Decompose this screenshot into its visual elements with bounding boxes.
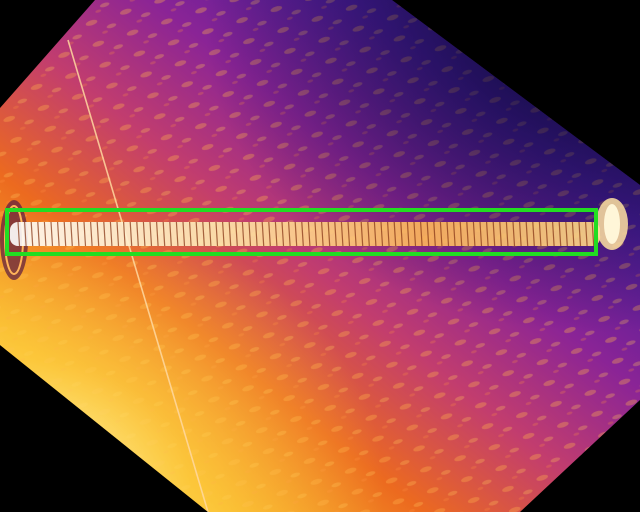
- insulator-disc: [360, 221, 364, 247]
- insulator-disc: [466, 221, 469, 247]
- insulator-disc: [519, 221, 522, 247]
- insulator-disc: [525, 221, 529, 247]
- insulator-disc: [301, 221, 304, 247]
- insulator-disc: [109, 221, 113, 247]
- insulator-disc: [235, 221, 238, 247]
- insulator-disc: [334, 221, 337, 247]
- insulator-disc: [162, 221, 166, 247]
- insulator-disc: [37, 221, 40, 247]
- insulator-disc: [281, 221, 285, 247]
- insulator-disc: [228, 221, 232, 247]
- insulator-disc: [380, 221, 384, 247]
- insulator-disc: [50, 221, 54, 247]
- insulator-disc: [354, 221, 357, 247]
- insulator-disc: [83, 221, 87, 247]
- insulator-disc: [439, 221, 443, 247]
- insulator-disc: [288, 221, 291, 247]
- insulator-disc: [347, 221, 351, 247]
- insulator-disc: [558, 221, 562, 247]
- insulator-disc: [202, 221, 205, 247]
- insulator-disc: [248, 221, 252, 247]
- insulator-disc: [499, 221, 502, 247]
- insulator-disc: [17, 221, 21, 247]
- insulator-disc: [327, 221, 331, 247]
- insulator-disc: [142, 221, 146, 247]
- insulator-disc: [274, 221, 278, 247]
- insulator-disc: [90, 221, 93, 247]
- insulator-disc: [189, 221, 192, 247]
- insulator-disc: [505, 221, 509, 247]
- insulator-disc: [446, 221, 450, 247]
- insulator-disc: [545, 221, 549, 247]
- insulator-disc: [340, 221, 344, 247]
- insulator-disc: [169, 221, 172, 247]
- insulator-disc: [413, 221, 417, 247]
- insulator-disc: [387, 221, 390, 247]
- insulator-disc: [241, 221, 245, 247]
- insulator-disc: [420, 221, 423, 247]
- insulator-disc: [479, 221, 483, 247]
- insulator-disc: [182, 221, 186, 247]
- insulator-disc: [406, 221, 410, 247]
- insulator-disc: [307, 221, 311, 247]
- insulator-disc: [96, 221, 100, 247]
- insulator-disc: [294, 221, 298, 247]
- insulator-disc: [222, 221, 225, 247]
- insulator-disc: [578, 221, 582, 247]
- insulator-disc: [215, 221, 219, 247]
- insulator-disc: [255, 221, 258, 247]
- insulator-disc: [492, 221, 496, 247]
- insulator-disc: [552, 221, 555, 247]
- insulator-disc: [512, 221, 516, 247]
- insulator-disc: [70, 221, 73, 247]
- insulator-disc: [400, 221, 403, 247]
- insulator-disc: [43, 221, 47, 247]
- insulator-disc: [123, 221, 126, 247]
- insulator-disc: [208, 221, 212, 247]
- insulator-disc: [63, 221, 67, 247]
- insulator-disc: [373, 221, 377, 247]
- insulator-disc: [532, 221, 535, 247]
- insulator-disc: [565, 221, 568, 247]
- insulator-disc: [591, 221, 595, 247]
- detection-box: [5, 208, 598, 256]
- insulator-disc: [149, 221, 153, 247]
- insulator-disc: [116, 221, 120, 247]
- insulator-disc: [76, 221, 80, 247]
- insulator-disc: [585, 221, 588, 247]
- insulator-disc: [321, 221, 324, 247]
- insulator-disc: [538, 221, 542, 247]
- power-line-wire: [67, 39, 209, 512]
- insulator-disc: [136, 221, 139, 247]
- insulator-disc: [486, 221, 489, 247]
- insulator-disc: [261, 221, 265, 247]
- insulator-disc: [472, 221, 476, 247]
- insulator-disc: [571, 221, 575, 247]
- insulator-disc: [314, 221, 318, 247]
- insulator-disc: [426, 221, 430, 247]
- insulator-disc: [129, 221, 133, 247]
- insulator-disc: [175, 221, 179, 247]
- insulator-disc: [453, 221, 456, 247]
- insulator-disc: [367, 221, 370, 247]
- insulator-disc: [103, 221, 106, 247]
- insulator-disc: [195, 221, 199, 247]
- insulator-disc: [459, 221, 463, 247]
- insulator-disc: [57, 221, 60, 247]
- insulator-disc: [30, 221, 34, 247]
- insulator-disc: [433, 221, 436, 247]
- insulator-disc: [24, 221, 27, 247]
- insulator-disc: [393, 221, 397, 247]
- insulator-disc: [268, 221, 271, 247]
- insulator-disc: [156, 221, 159, 247]
